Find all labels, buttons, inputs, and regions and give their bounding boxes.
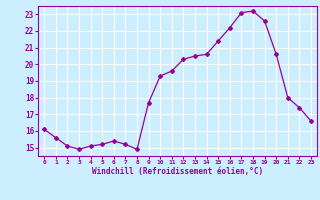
X-axis label: Windchill (Refroidissement éolien,°C): Windchill (Refroidissement éolien,°C) <box>92 167 263 176</box>
